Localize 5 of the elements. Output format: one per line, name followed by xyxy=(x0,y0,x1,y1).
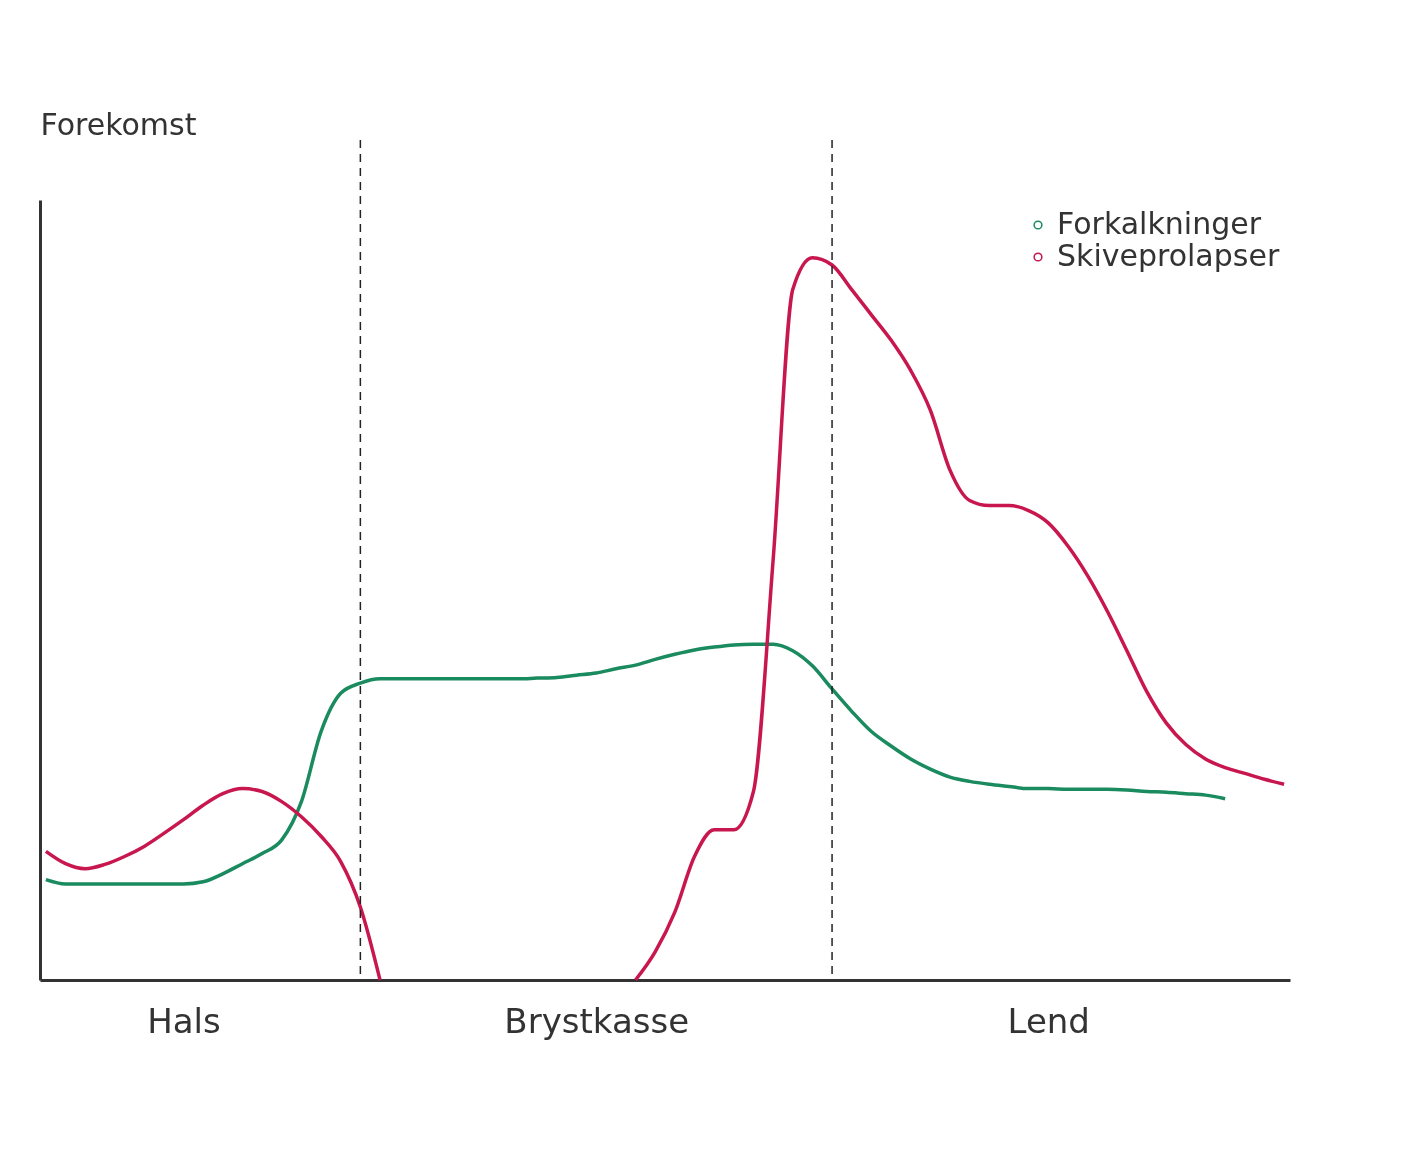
x-tick-label: Lend xyxy=(1007,1000,1090,1041)
legend-label: Forkalkninger xyxy=(1057,206,1262,241)
x-tick-label: Hals xyxy=(147,1000,221,1041)
x-tick-label: Brystkasse xyxy=(504,1000,690,1041)
y-axis-title: Forekomst xyxy=(40,106,197,142)
